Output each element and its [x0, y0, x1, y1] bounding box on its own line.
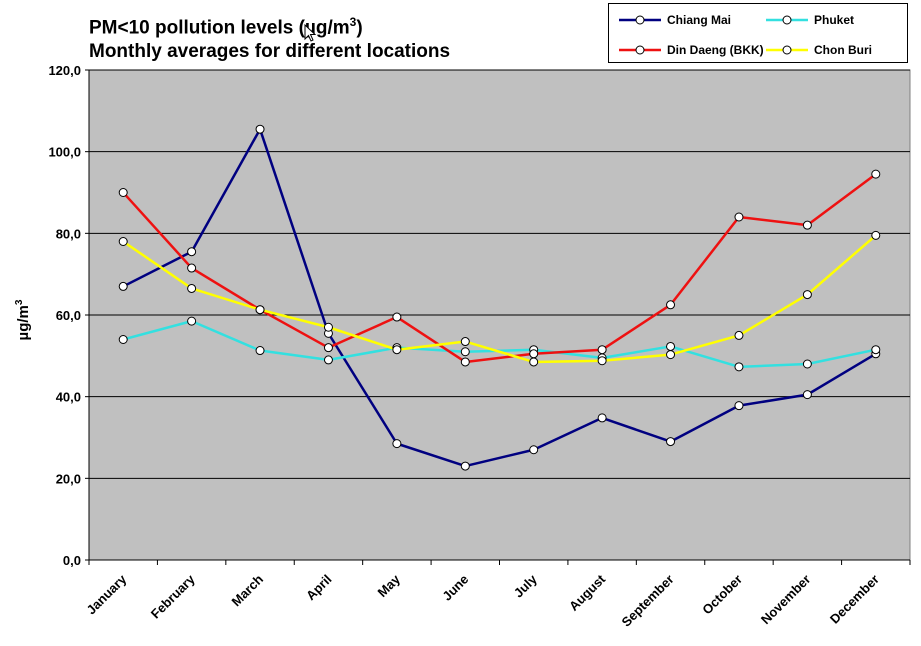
y-tick-label: 0,0: [63, 553, 81, 568]
chart-title-line2: Monthly averages for different locations: [89, 41, 451, 63]
data-point: [529, 357, 539, 367]
data-point: [802, 290, 812, 300]
y-tick-label: 80,0: [56, 226, 81, 241]
legend-item: Chon Buri: [764, 40, 872, 60]
data-point: [392, 345, 402, 355]
legend-item: Chiang Mai: [617, 10, 731, 30]
data-point: [666, 437, 676, 447]
legend-swatch: [766, 45, 808, 55]
legend-swatch: [766, 15, 808, 25]
data-point: [597, 413, 607, 423]
x-tick-label: December: [827, 572, 882, 627]
x-tick-label: January: [83, 571, 129, 617]
y-axis-label: µg/m3: [14, 299, 32, 340]
data-point: [734, 330, 744, 340]
x-tick-label: August: [566, 571, 609, 614]
data-point: [734, 362, 744, 372]
x-tick-label: May: [375, 571, 404, 600]
data-point: [802, 359, 812, 369]
data-point: [187, 263, 197, 273]
series-line: [122, 234, 877, 364]
x-tick-label: November: [758, 572, 814, 628]
y-tick-label: 100,0: [48, 145, 81, 160]
data-point: [597, 345, 607, 355]
data-point: [255, 124, 265, 134]
data-point: [666, 341, 676, 351]
chart-title-line1: PM<10 pollution levels (µg/m3): [89, 15, 363, 39]
data-point: [597, 356, 607, 366]
x-tick-label: March: [228, 571, 266, 609]
series-line: [122, 127, 877, 468]
chart-title: PM<10 pollution levels (µg/m3) Monthly a…: [89, 10, 450, 64]
data-point: [666, 300, 676, 310]
data-point: [871, 169, 881, 179]
legend-item: Din Daeng (BKK): [617, 40, 764, 60]
legend-item: Phuket: [764, 10, 854, 30]
data-point: [118, 281, 128, 291]
pointer-arrow-icon: [304, 24, 317, 42]
data-point: [529, 349, 539, 359]
x-tick-label: April: [303, 572, 335, 604]
y-tick-label: 40,0: [56, 390, 81, 405]
data-point: [323, 355, 333, 365]
data-point: [460, 357, 470, 367]
legend-label: Phuket: [814, 13, 855, 27]
legend-label: Din Daeng (BKK): [667, 43, 764, 57]
data-point: [734, 212, 744, 222]
x-tick-label: October: [699, 572, 745, 618]
data-point: [323, 343, 333, 353]
x-tick-label: July: [511, 571, 541, 601]
data-point: [323, 322, 333, 332]
legend-label: Chiang Mai: [667, 13, 732, 27]
data-point: [871, 345, 881, 355]
series-line: [122, 173, 877, 364]
data-point: [802, 220, 812, 230]
data-point: [802, 390, 812, 400]
data-point: [460, 337, 470, 347]
data-point: [734, 401, 744, 411]
x-tick-label: February: [148, 571, 198, 621]
data-point: [460, 461, 470, 471]
legend-label: Chon Buri: [814, 43, 872, 57]
legend: Chiang Mai Phuket Din Daeng (BKK) Chon Buri: [608, 3, 908, 63]
x-tick-label: September: [619, 572, 677, 630]
data-point: [187, 283, 197, 293]
y-tick-label: 20,0: [56, 471, 81, 486]
data-point: [392, 312, 402, 322]
data-point: [666, 350, 676, 360]
data-point: [255, 305, 265, 315]
data-point: [118, 335, 128, 344]
data-point: [118, 188, 128, 197]
data-point: [392, 439, 402, 449]
data-point: [871, 230, 881, 240]
x-tick-label: June: [439, 572, 471, 604]
data-point: [187, 316, 197, 326]
y-tick-label: 60,0: [56, 308, 81, 323]
data-point: [118, 237, 128, 246]
data-point: [529, 445, 539, 455]
legend-swatch: [619, 15, 661, 25]
data-point: [460, 347, 470, 357]
y-tick-label: 120,0: [48, 63, 81, 78]
legend-swatch: [619, 45, 661, 55]
data-point: [187, 247, 197, 257]
data-point: [255, 346, 265, 356]
